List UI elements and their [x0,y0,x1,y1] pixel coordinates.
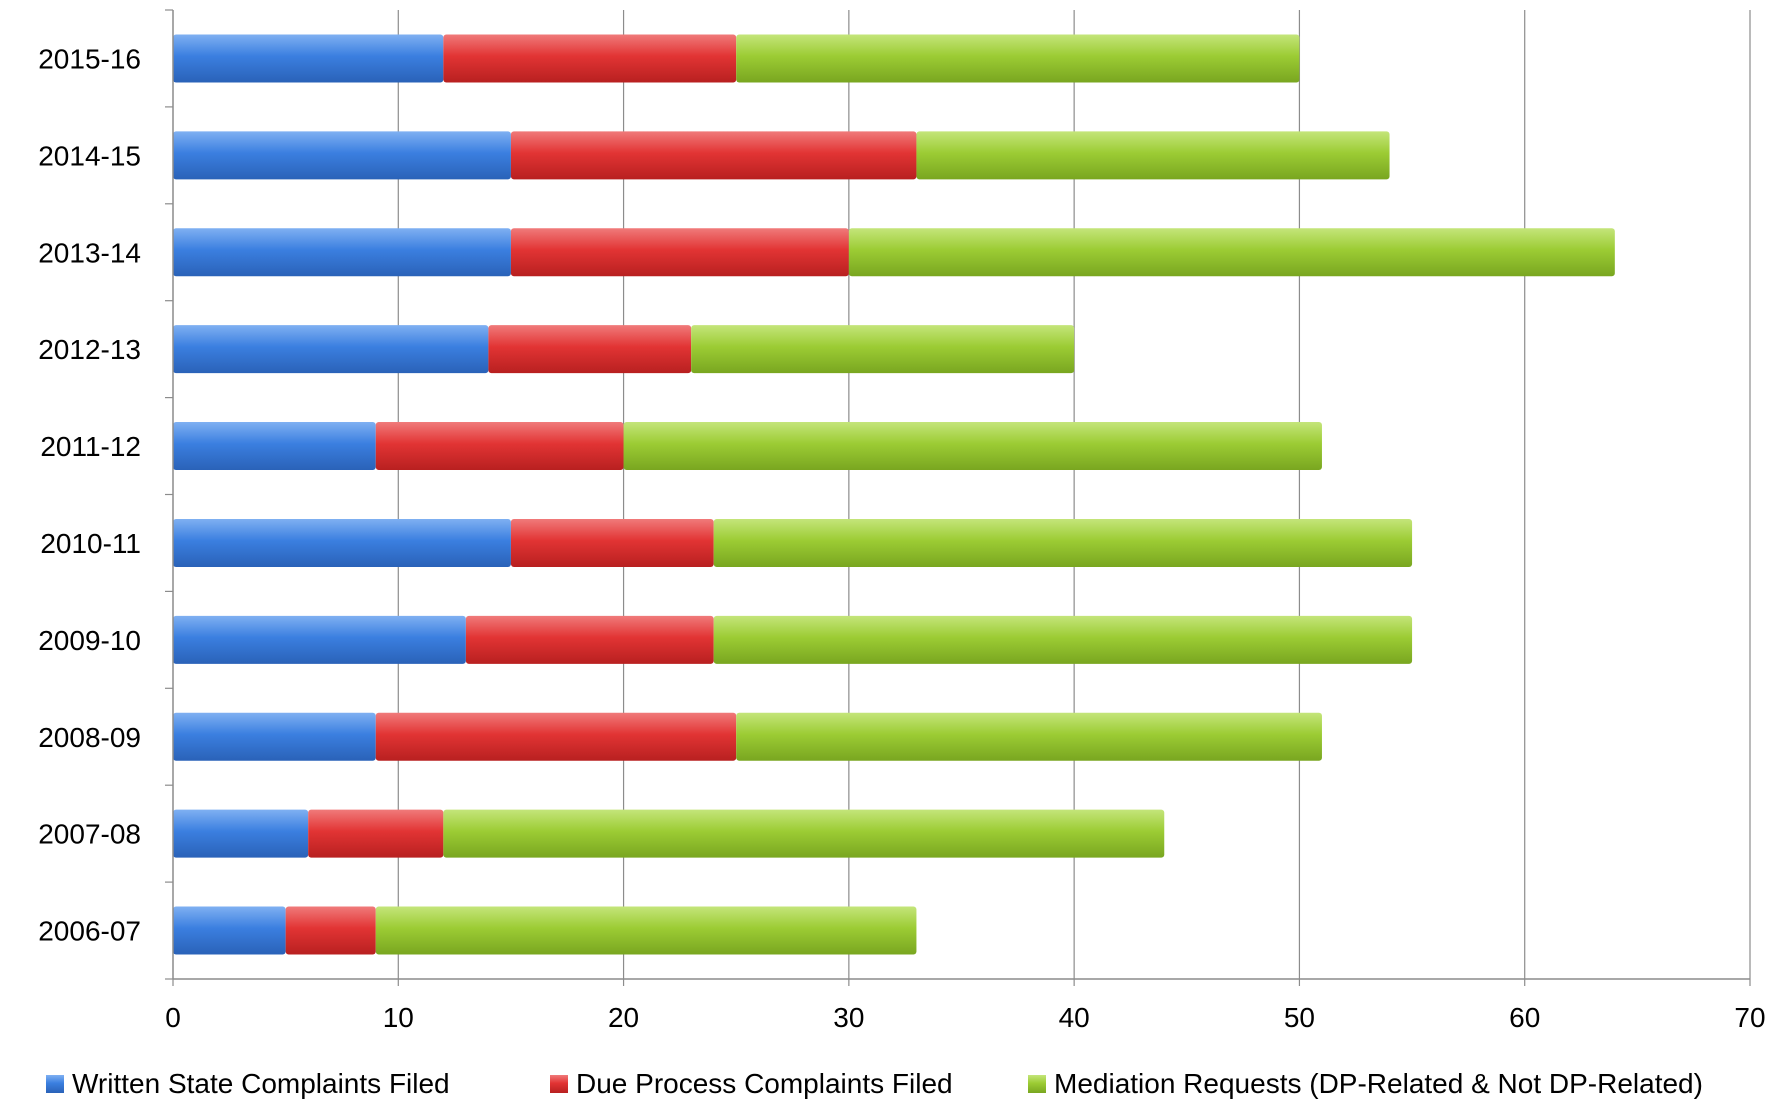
x-tick-label: 0 [165,1002,181,1033]
bar-segment [736,712,1322,761]
x-tick-label: 50 [1284,1002,1315,1033]
bar-segment [173,712,376,761]
y-tick-label: 2008-09 [38,722,141,753]
y-tick-label: 2009-10 [38,625,141,656]
y-tick-label: 2014-15 [38,140,141,171]
bar-segment [713,518,1413,567]
bar-segment [173,34,444,83]
y-tick-label: 2007-08 [38,819,141,850]
bar-segment [173,809,309,858]
legend-label: Mediation Requests (DP-Related & Not DP-… [1054,1068,1703,1099]
bar-segment [173,422,376,471]
x-tick-label: 20 [608,1002,639,1033]
bar-segment [916,131,1390,180]
legend-label: Due Process Complaints Filed [576,1068,953,1099]
bar-segment [173,906,286,955]
y-tick-label: 2012-13 [38,334,141,365]
bar-segment [848,228,1615,277]
x-tick-label: 70 [1734,1002,1765,1033]
x-tick-label: 10 [383,1002,414,1033]
bar-segment [713,615,1413,664]
bar-segment [510,228,849,277]
bar-segment [173,228,511,277]
bar-segment [510,131,917,180]
x-tick-label: 40 [1059,1002,1090,1033]
bar-segment [285,906,376,955]
bar-segment [173,518,511,567]
legend-label: Written State Complaints Filed [72,1068,450,1099]
bar-segment [173,325,489,374]
bar-segment [173,615,466,664]
bar-segment [443,809,1165,858]
bar-segment [375,712,737,761]
bar-segment [488,325,692,374]
bar-segment [375,422,624,471]
bar-segment [691,325,1075,374]
bar-segment [736,34,1300,83]
y-tick-label: 2013-14 [38,237,141,268]
legend-swatch [1028,1075,1046,1093]
bar-segment [443,34,737,83]
y-tick-label: 2015-16 [38,43,141,74]
legend-swatch [550,1075,568,1093]
x-tick-label: 30 [833,1002,864,1033]
bar-segment [465,615,714,664]
bar-segment [308,809,444,858]
bar-segment [173,131,511,180]
y-tick-label: 2006-07 [38,916,141,947]
bar-segment [623,422,1322,471]
y-tick-label: 2010-11 [40,528,141,559]
y-tick-label: 2011-12 [40,431,141,462]
bar-segment [375,906,917,955]
bar-segment [510,518,714,567]
legend-swatch [46,1075,64,1093]
x-tick-label: 60 [1509,1002,1540,1033]
